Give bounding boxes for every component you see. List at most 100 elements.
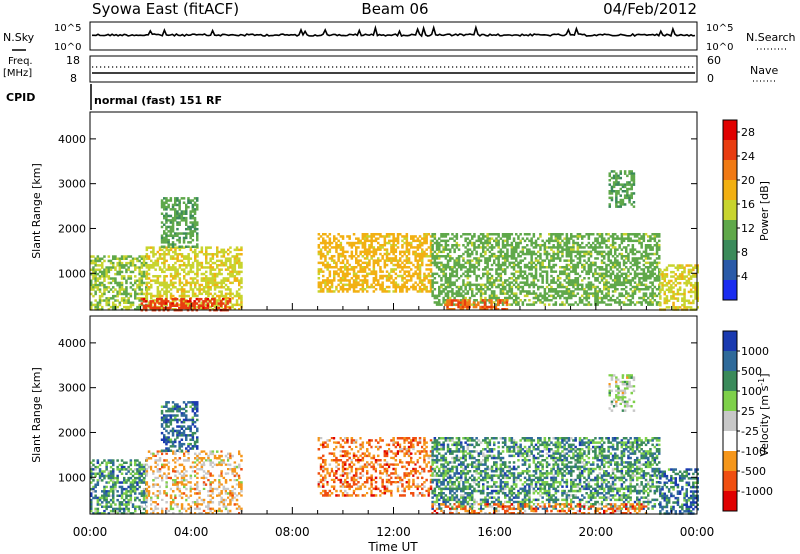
heatmap-cell	[107, 501, 111, 504]
heatmap-cell	[615, 190, 618, 193]
heatmap-cell	[612, 176, 616, 180]
heatmap-cell	[435, 239, 439, 243]
heatmap-cell	[176, 227, 179, 231]
heatmap-cell	[366, 281, 369, 284]
heatmap-cell	[174, 253, 177, 256]
heatmap-cell	[504, 261, 507, 265]
heatmap-cell	[189, 270, 193, 274]
heatmap-cell	[341, 277, 345, 280]
heatmap-cell	[421, 244, 424, 247]
heatmap-cell	[407, 274, 411, 278]
heatmap-cell	[497, 266, 500, 269]
heatmap-cell	[651, 270, 654, 273]
heatmap-cell	[433, 301, 437, 304]
heatmap-cell	[361, 283, 365, 287]
heatmap-cell	[438, 285, 441, 289]
heatmap-cell	[330, 255, 334, 258]
heatmap-cell	[174, 214, 177, 218]
heatmap-cell	[127, 268, 130, 271]
heatmap-cell	[497, 274, 500, 278]
heatmap-cell	[598, 244, 602, 247]
heatmap-cell	[96, 465, 100, 469]
heatmap-cell	[515, 277, 518, 280]
heatmap-cell	[101, 490, 104, 493]
heatmap-cell	[403, 272, 406, 276]
heatmap-cell	[659, 295, 662, 298]
heatmap-cell	[183, 292, 186, 296]
heatmap-cell	[632, 192, 636, 195]
heatmap-cell	[418, 272, 422, 276]
heatmap-cell	[109, 465, 113, 469]
heatmap-cell	[583, 296, 586, 300]
heatmap-cell	[611, 266, 615, 269]
heatmap-cell	[636, 274, 639, 278]
heatmap-cell	[178, 221, 181, 224]
heatmap-cell	[145, 253, 149, 256]
heatmap-cell	[160, 304, 163, 307]
heatmap-cell	[431, 272, 434, 276]
heatmap-cell	[368, 261, 371, 265]
heatmap-cell	[451, 294, 454, 298]
heatmap-cell	[361, 261, 365, 265]
heatmap-cell	[587, 270, 591, 273]
heatmap-cell	[140, 257, 144, 260]
heatmap-cell	[633, 235, 637, 238]
heatmap-cell	[472, 305, 476, 309]
heatmap-cell	[574, 301, 577, 304]
heatmap-cell	[462, 272, 465, 276]
heatmap-cell	[647, 301, 650, 304]
heatmap-cell	[455, 274, 459, 278]
heatmap-cell	[344, 277, 347, 280]
heatmap-cell	[552, 303, 555, 306]
heatmap-cell	[587, 285, 591, 289]
heatmap-cell	[627, 270, 630, 273]
heatmap-cell	[145, 288, 149, 291]
heatmap-cell	[204, 300, 207, 303]
heatmap-cell	[145, 476, 149, 480]
heatmap-cell	[607, 263, 610, 267]
heatmap-cell	[446, 305, 449, 309]
heatmap-cell	[388, 235, 391, 238]
heatmap-cell	[403, 266, 406, 269]
heatmap-cell	[510, 290, 514, 293]
nsearch-label: N.Search	[746, 31, 796, 44]
heatmap-cell	[374, 279, 378, 282]
heatmap-cell	[676, 268, 680, 272]
heatmap-cell	[444, 248, 448, 251]
heatmap-cell	[401, 239, 404, 243]
heatmap-cell	[676, 264, 680, 267]
heatmap-cell	[559, 294, 562, 298]
heatmap-cell	[523, 283, 527, 287]
heatmap-cell	[361, 250, 365, 254]
heatmap-cell	[165, 294, 168, 298]
heatmap-cell	[681, 275, 684, 278]
heatmap-cell	[207, 288, 210, 291]
heatmap-cell	[484, 241, 487, 245]
heatmap-cell	[392, 250, 395, 254]
heatmap-cell	[147, 461, 151, 464]
heatmap-cell	[444, 292, 448, 295]
heatmap-cell	[617, 190, 620, 193]
heatmap-cell	[642, 292, 646, 295]
heatmap-cell	[651, 292, 654, 295]
heatmap-cell	[96, 503, 100, 506]
heatmap-cell	[366, 263, 369, 267]
heatmap-cell	[611, 237, 615, 240]
heatmap-cell	[178, 266, 182, 269]
heatmap-cell	[543, 246, 547, 249]
heatmap-cell	[94, 281, 97, 285]
heatmap-cell	[523, 294, 527, 298]
heatmap-cell	[561, 283, 564, 287]
heatmap-cell	[238, 303, 241, 307]
heatmap-cell	[140, 266, 144, 269]
heatmap-cell	[112, 463, 115, 467]
heatmap-cell	[90, 494, 93, 497]
heatmap-cell	[322, 233, 325, 236]
heatmap-cell	[107, 472, 111, 475]
heatmap-cell	[559, 266, 562, 269]
heatmap-cell	[620, 257, 624, 260]
heatmap-cell	[594, 288, 597, 291]
heatmap-cell	[145, 246, 149, 249]
heatmap-cell	[211, 308, 215, 311]
heatmap-cell	[169, 225, 173, 229]
